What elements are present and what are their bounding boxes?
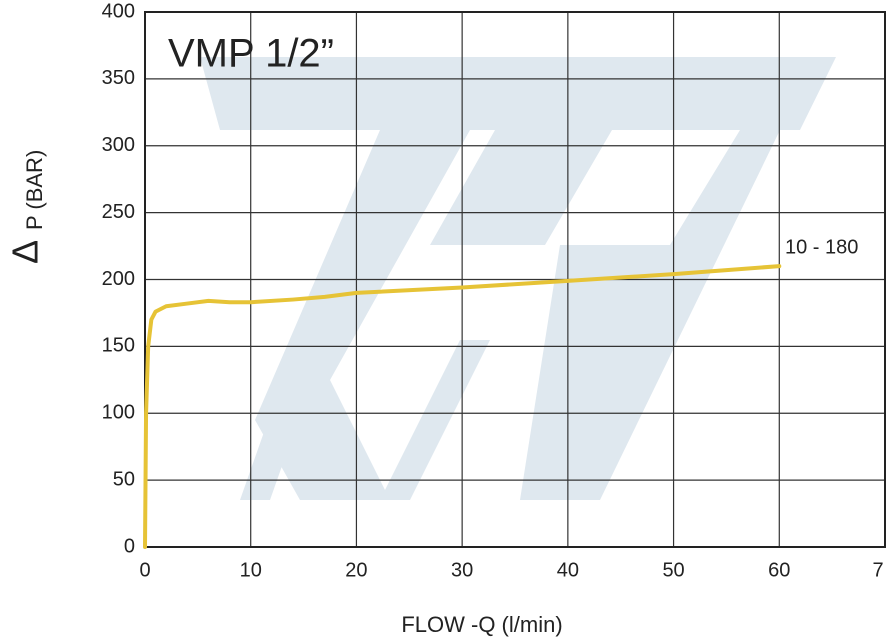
y-tick-label: 0 bbox=[124, 535, 135, 557]
x-tick-label: 20 bbox=[345, 559, 367, 581]
y-tick-label: 250 bbox=[102, 201, 135, 223]
y-tick-label: 300 bbox=[102, 134, 135, 156]
y-tick-label: 200 bbox=[102, 268, 135, 290]
y-axis-symbol: Δ bbox=[5, 240, 46, 264]
x-tick-label: 40 bbox=[557, 559, 579, 581]
y-tick-label: 50 bbox=[113, 468, 135, 490]
x-tick-label: 60 bbox=[768, 559, 790, 581]
series-line bbox=[143, 264, 782, 549]
x-axis-label: FLOW -Q (l/min) bbox=[401, 612, 562, 637]
annotation: 10 - 180 bbox=[785, 236, 858, 258]
x-tick-label: 10 bbox=[240, 559, 262, 581]
y-tick-label: 350 bbox=[102, 67, 135, 89]
chart-title: VMP 1/2” bbox=[168, 32, 334, 76]
watermark bbox=[200, 57, 836, 500]
y-axis-label-group: Δ P (BAR) bbox=[5, 150, 47, 264]
x-tick-label: 30 bbox=[451, 559, 473, 581]
x-tick-label: 0 bbox=[139, 559, 150, 581]
y-tick-label: 400 bbox=[102, 0, 135, 22]
y-tick-label: 100 bbox=[102, 402, 135, 424]
plot-frame bbox=[144, 11, 886, 548]
x-tick-label: 50 bbox=[662, 559, 684, 581]
y-axis-label: P (BAR) bbox=[22, 150, 47, 230]
y-tick-label: 150 bbox=[102, 335, 135, 357]
x-tick-label: 7 bbox=[872, 559, 883, 581]
